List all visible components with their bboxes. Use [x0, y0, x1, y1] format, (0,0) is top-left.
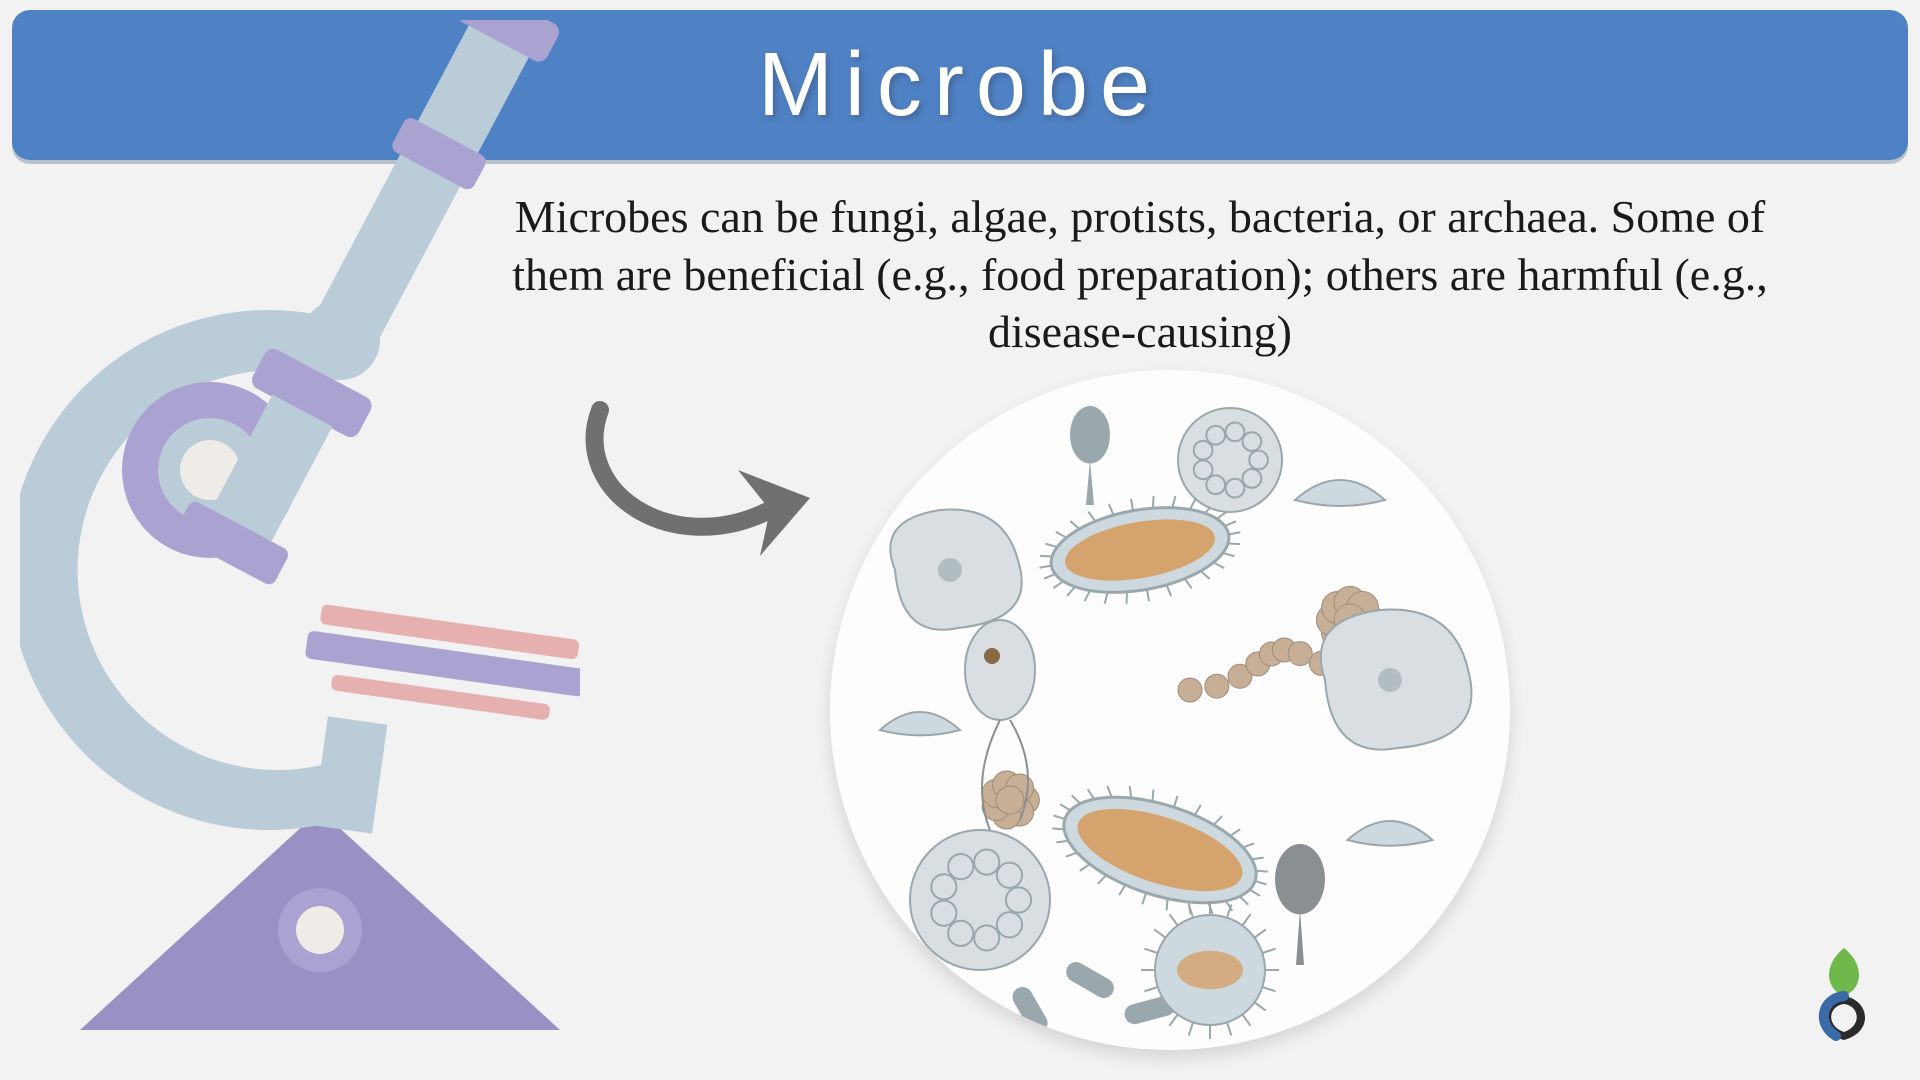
microscope-icon — [20, 20, 580, 1060]
brand-logo-icon — [1804, 944, 1884, 1044]
microscope-illustration — [20, 20, 580, 1060]
arrow-icon — [560, 370, 820, 590]
microbe-sample-view — [830, 370, 1510, 1050]
page-title: Microbe — [758, 34, 1162, 137]
description-text: Microbes can be fungi, algae, protists, … — [500, 188, 1780, 361]
